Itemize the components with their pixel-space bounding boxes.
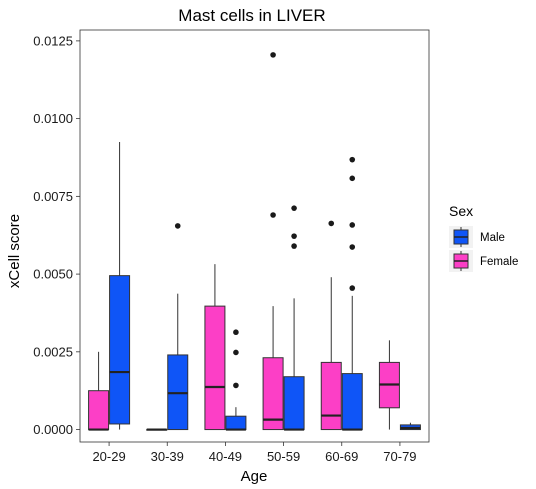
box-male-20-29 bbox=[109, 141, 131, 430]
y-tick-label: 0.0075 bbox=[33, 189, 73, 204]
box-body bbox=[341, 373, 363, 431]
outlier-point bbox=[349, 222, 356, 228]
box-male-70-79 bbox=[399, 422, 421, 431]
box-body bbox=[204, 305, 226, 431]
box-female-30-39 bbox=[146, 428, 168, 431]
y-tick-label: 0.0000 bbox=[33, 422, 73, 437]
box-male-30-39 bbox=[167, 223, 189, 431]
outlier-point bbox=[174, 223, 181, 229]
box-body bbox=[109, 275, 131, 425]
box-body bbox=[88, 390, 110, 431]
box-body bbox=[283, 376, 305, 431]
legend-label-male: Male bbox=[480, 232, 505, 244]
y-axis: 0.0000 0.0025 0.0050 0.0075 0.0100 0.0125 bbox=[33, 33, 80, 437]
outlier-point bbox=[291, 205, 297, 211]
outlier-point bbox=[233, 329, 239, 336]
x-axis-label: Age bbox=[241, 468, 268, 485]
x-tick-label: 50-59 bbox=[267, 449, 300, 464]
y-tick-label: 0.0025 bbox=[33, 344, 73, 359]
legend-key-male bbox=[449, 226, 473, 248]
box-body bbox=[225, 415, 247, 431]
box-female-70-79 bbox=[378, 340, 400, 430]
outlier-point bbox=[328, 220, 335, 227]
y-tick-label: 0.0100 bbox=[33, 111, 73, 126]
legend-title: Sex bbox=[449, 203, 473, 219]
outlier-point bbox=[270, 212, 276, 218]
plot-panel bbox=[79, 29, 430, 443]
outlier-point bbox=[291, 233, 297, 239]
outlier-point bbox=[349, 244, 356, 250]
x-tick-label: 40-49 bbox=[209, 449, 242, 464]
outlier-point bbox=[349, 285, 356, 291]
box-female-50-59 bbox=[262, 52, 284, 431]
box-male-60-69 bbox=[341, 156, 363, 431]
legend-label-female: Female bbox=[480, 256, 518, 268]
box-body bbox=[320, 361, 342, 431]
outlier-point bbox=[349, 175, 356, 182]
x-axis: 20-29 30-39 40-49 50-59 60-69 70-79 bbox=[92, 442, 417, 464]
y-tick-label: 0.0050 bbox=[33, 267, 73, 282]
box-female-60-69 bbox=[320, 220, 342, 431]
box-female-40-49 bbox=[204, 264, 226, 431]
box-female-20-29 bbox=[88, 351, 110, 431]
x-tick-label: 60-69 bbox=[325, 449, 358, 464]
legend: Sex Male Female bbox=[449, 203, 518, 272]
x-tick-label: 20-29 bbox=[92, 449, 125, 464]
outlier-point bbox=[233, 382, 239, 389]
box-plots bbox=[88, 52, 421, 431]
box-male-50-59 bbox=[283, 205, 305, 431]
y-axis-label: xCell score bbox=[6, 214, 23, 288]
box-body bbox=[262, 357, 284, 431]
x-tick-label: 70-79 bbox=[383, 449, 416, 464]
legend-key-female bbox=[449, 250, 473, 272]
y-tick-label: 0.0125 bbox=[33, 33, 73, 48]
x-tick-label: 30-39 bbox=[151, 449, 184, 464]
box-male-40-49 bbox=[225, 329, 247, 431]
outlier-point bbox=[291, 243, 297, 249]
outlier-point bbox=[270, 52, 276, 58]
chart-title: Mast cells in LIVER bbox=[178, 6, 325, 25]
outlier-point bbox=[349, 156, 356, 163]
outlier-point bbox=[233, 349, 239, 356]
